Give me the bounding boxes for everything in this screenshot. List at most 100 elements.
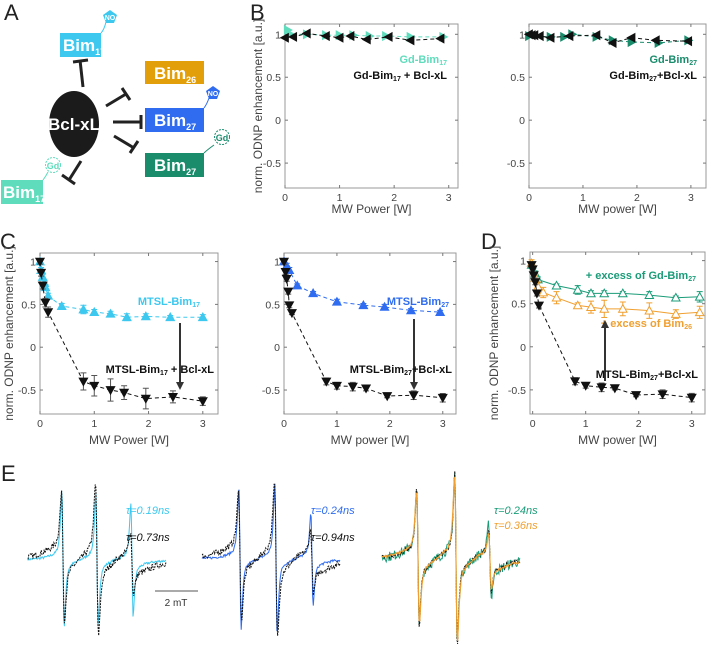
nitroxide-tag-icon xyxy=(206,86,220,99)
data-point xyxy=(670,292,681,302)
data-point xyxy=(405,35,415,46)
node-bim17-no: NO Bim17 xyxy=(60,10,117,57)
x-tick-label: 3 xyxy=(688,192,694,204)
data-point xyxy=(105,308,116,318)
data-point xyxy=(40,298,51,308)
data-point xyxy=(121,311,132,322)
data-point xyxy=(533,301,545,311)
x-tick-label: 3 xyxy=(440,418,446,430)
x-tick-label: 2 xyxy=(636,418,642,430)
data-point xyxy=(165,311,176,322)
node-label: Bim xyxy=(154,111,186,130)
data-point xyxy=(56,300,67,310)
svg-text:Bim26: Bim26 xyxy=(154,64,196,85)
x-tick-label: 3 xyxy=(689,418,695,430)
node-label: Bim xyxy=(63,36,95,55)
interaction-diagram xyxy=(61,58,143,186)
data-point xyxy=(379,301,390,311)
data-point xyxy=(580,381,591,391)
data-point xyxy=(34,257,46,267)
tau-label: τ=0.36ns xyxy=(494,520,538,532)
inhibition-bar xyxy=(128,140,140,154)
y-tick-label: -0.5 xyxy=(262,385,280,397)
data-point xyxy=(334,32,344,43)
series xyxy=(34,257,208,410)
x-tick-label: 3 xyxy=(200,418,206,430)
axes-box xyxy=(39,252,219,415)
y-tick-label: -0.5 xyxy=(18,385,36,397)
data-point xyxy=(345,30,355,42)
data-point xyxy=(572,300,583,310)
tau-label: τ=0.24ns xyxy=(311,505,355,517)
gadolinium-tag-icon xyxy=(214,129,230,145)
y-tick-label: 0.5 xyxy=(21,299,36,311)
svg-text:Bim27: Bim27 xyxy=(154,111,196,132)
data-point xyxy=(347,382,358,392)
inhibition-line-bim17-no xyxy=(78,59,85,88)
spectrum-line-reference xyxy=(381,471,521,644)
data-point xyxy=(320,30,330,42)
legend-gd-bim27: Gd-Bim27 xyxy=(649,54,697,67)
y-tick-label: 0 xyxy=(519,115,525,127)
data-point xyxy=(435,306,446,316)
data-point xyxy=(361,34,371,45)
inhibition-line-bim17-gd xyxy=(67,160,83,181)
data-point xyxy=(140,394,151,404)
data-point xyxy=(360,384,372,394)
series-line xyxy=(528,33,689,44)
x-axis-label: MW power [W] xyxy=(578,433,657,447)
data-point xyxy=(197,397,208,407)
legend-mtsl-bim27-bclxl: MTSL-Bim27+Bcl-xL xyxy=(350,364,453,377)
tau-label: τ=0.73ns xyxy=(126,532,170,544)
data-point xyxy=(279,32,289,43)
data-point xyxy=(585,301,597,312)
data-point xyxy=(321,377,332,387)
data-point xyxy=(570,377,581,387)
node-bim26: Bim26 xyxy=(145,61,204,85)
series xyxy=(279,28,445,46)
y-tick-label: 1 xyxy=(519,29,525,41)
svg-text:Bim17: Bim17 xyxy=(3,183,45,204)
panel-label-a: A xyxy=(4,0,19,25)
svg-text:Bim27: Bim27 xyxy=(154,156,196,177)
data-point xyxy=(435,33,445,44)
data-point xyxy=(564,30,574,42)
data-point xyxy=(43,308,54,318)
series-line xyxy=(287,29,444,38)
node-subscript: 17 xyxy=(35,194,45,204)
y-tick-label: 0.5 xyxy=(266,72,281,84)
x-tick-label: 1 xyxy=(583,418,589,430)
x-axis-label: MW Power [W] xyxy=(332,202,412,216)
x-tick-label: 0 xyxy=(526,192,532,204)
spectrum-line xyxy=(381,476,520,641)
data-point xyxy=(607,37,617,48)
spectrum-line-bound xyxy=(27,484,167,636)
data-point xyxy=(140,311,151,321)
data-point xyxy=(644,289,655,299)
node-label: Bim xyxy=(154,64,186,83)
tau-label: τ=0.19ns xyxy=(126,505,170,517)
y-axis-label: norm. ODNP enhancement [a.u.] xyxy=(487,246,501,421)
x-axis-label: MW Power [W] xyxy=(89,433,169,447)
data-point xyxy=(308,288,319,298)
legend-excess-bim26: + excess of Bim26 xyxy=(601,318,692,331)
data-point xyxy=(382,392,393,402)
svg-text:Bim17: Bim17 xyxy=(63,36,105,57)
y-tick-label: 0 xyxy=(274,342,280,354)
data-point xyxy=(599,303,610,313)
data-point xyxy=(331,296,342,306)
y-tick-label: 1 xyxy=(30,257,36,269)
y-tick-label: 1 xyxy=(275,29,281,41)
data-point xyxy=(383,31,393,42)
y-axis-label: norm. ODNP enhancement [a.u.] xyxy=(2,246,16,421)
data-point xyxy=(657,390,668,400)
legend-mtsl-bim27: MTSL-Bim27 xyxy=(387,296,449,309)
x-tick-label: 2 xyxy=(146,418,152,430)
inhibition-line-bim26 xyxy=(105,92,127,108)
axes-box xyxy=(528,23,707,189)
data-point xyxy=(167,393,179,403)
data-point xyxy=(631,391,642,401)
data-point xyxy=(644,305,655,315)
